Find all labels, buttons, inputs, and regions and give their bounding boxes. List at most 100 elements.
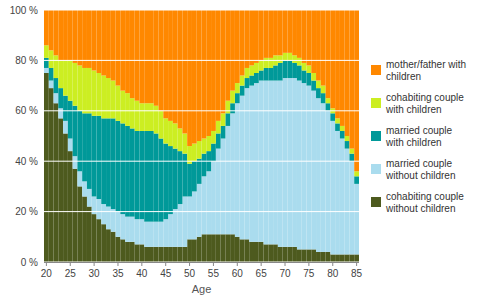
chart: 0 %20 %40 %60 %80 %100 %2025303540455055… <box>0 0 491 302</box>
bar-segment <box>173 123 178 148</box>
bar-segment <box>163 118 168 143</box>
bar-segment <box>326 111 331 252</box>
x-tick-label: 80 <box>327 268 339 279</box>
bar-segment <box>120 91 125 124</box>
bar-segment <box>206 10 211 136</box>
bar-segment <box>182 10 187 133</box>
bar-segment <box>311 91 316 250</box>
bar-segment <box>182 133 187 153</box>
y-tick-label: 40 % <box>15 156 38 167</box>
bar-segment <box>97 10 102 73</box>
bar-segment <box>354 176 359 184</box>
bar-segment <box>116 10 121 86</box>
bar-segment <box>273 244 278 262</box>
legend: mother/father withchildrencohabiting cou… <box>371 59 466 214</box>
bar-segment <box>321 252 326 262</box>
x-tick-label: 50 <box>184 268 196 279</box>
x-tick-label: 65 <box>256 268 268 279</box>
bar-segment <box>273 10 278 55</box>
bar-segment <box>77 65 82 110</box>
bar-segment <box>264 58 269 68</box>
bar-segment <box>87 189 92 207</box>
x-tick-label: 85 <box>351 268 363 279</box>
bar-segment <box>44 10 49 45</box>
bar-segment <box>287 247 292 262</box>
bar-segment <box>101 76 106 119</box>
bar-segment <box>321 93 326 103</box>
bar-segment <box>73 169 78 262</box>
bar-segment <box>144 131 149 222</box>
bar-segment <box>326 10 331 98</box>
grid-line <box>44 211 359 212</box>
bar-segment <box>240 239 245 262</box>
bar-segment <box>211 234 216 262</box>
bar-segment <box>230 113 235 234</box>
x-tick <box>189 262 190 266</box>
bar-segment <box>135 219 140 244</box>
bar-segment <box>216 10 221 121</box>
bar-segment <box>77 111 82 171</box>
bar-segment <box>130 217 135 242</box>
bar-segment <box>73 63 78 106</box>
x-tick <box>332 262 333 266</box>
bar-segment <box>54 103 59 262</box>
bar-segment <box>168 214 173 247</box>
bar-segment <box>340 131 345 139</box>
bar-segment <box>216 234 221 262</box>
bar-segment <box>221 126 226 139</box>
bar-segment <box>159 139 164 222</box>
bar-segment <box>187 164 192 197</box>
bar-segment <box>287 10 292 53</box>
bar-segment <box>354 171 359 176</box>
bar-segment <box>73 10 78 63</box>
bar-segment <box>302 83 307 249</box>
bar-segment <box>283 60 288 78</box>
bar-segment <box>120 10 125 91</box>
bar-segment <box>221 113 226 126</box>
bar-segment <box>335 131 340 254</box>
bar-segment <box>116 212 121 237</box>
x-tick <box>46 262 47 266</box>
bar-segment <box>202 154 207 177</box>
bar-segment <box>182 154 187 197</box>
x-tick-label: 25 <box>65 268 77 279</box>
bar-segment <box>58 108 63 118</box>
bar-segment <box>116 237 121 262</box>
bar-segment <box>354 184 359 255</box>
x-tick <box>285 262 286 266</box>
bar-segment <box>297 81 302 250</box>
bar-segment <box>349 254 354 262</box>
bar-segment <box>111 232 116 262</box>
x-tick <box>94 262 95 266</box>
bar-segment <box>292 10 297 55</box>
bar-segment <box>130 242 135 262</box>
bar-segment <box>106 78 111 118</box>
bar-segment <box>297 10 302 58</box>
bar-segment <box>149 222 154 247</box>
bar-segment <box>159 247 164 262</box>
bar-segment <box>187 239 192 262</box>
bar-segment <box>197 141 202 159</box>
bar-segment <box>135 101 140 131</box>
legend-label: married couplewith children <box>385 125 453 148</box>
bar-segment <box>149 103 154 131</box>
bar-segment <box>97 116 102 199</box>
bar-segment <box>244 78 249 88</box>
bar-segment <box>49 50 54 68</box>
bar-segment <box>278 247 283 262</box>
bar-segment <box>354 254 359 262</box>
bar-segment <box>206 234 211 262</box>
bar-segment <box>225 101 230 114</box>
x-tick <box>141 262 142 266</box>
bar-segment <box>335 118 340 123</box>
bar-segment <box>87 113 92 189</box>
bar-segment <box>335 10 340 118</box>
x-tick-label: 60 <box>232 268 244 279</box>
bar-segment <box>54 55 59 78</box>
bar-segment <box>144 247 149 262</box>
bar-segment <box>264 81 269 245</box>
bar-segment <box>135 10 140 101</box>
x-tick-label: 30 <box>89 268 101 279</box>
x-tick-label: 55 <box>208 268 220 279</box>
grid <box>44 10 359 262</box>
